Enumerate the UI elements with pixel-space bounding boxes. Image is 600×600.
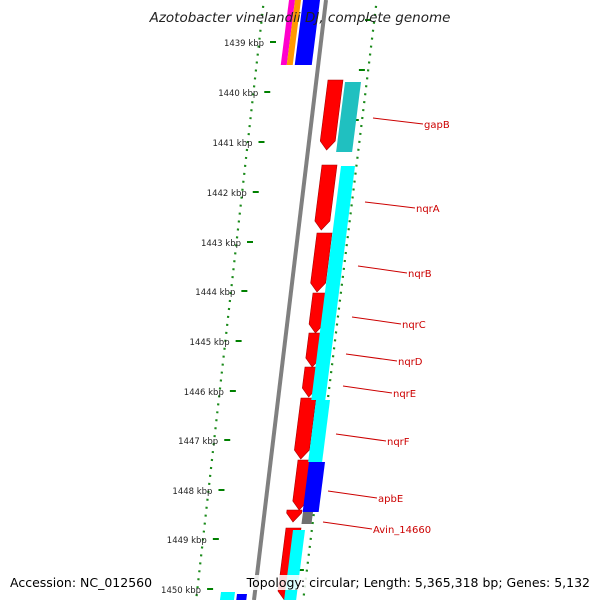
feature-block bbox=[294, 0, 320, 65]
feature-block bbox=[302, 462, 325, 512]
gene-label-leader bbox=[357, 265, 408, 274]
ruler-label: 1449 kbp bbox=[167, 536, 207, 546]
gene-label: Avin_14660 bbox=[373, 525, 431, 536]
map-title: Azotobacter vinelandii DJ, complete geno… bbox=[149, 10, 451, 26]
feature-block bbox=[308, 400, 330, 462]
gene-label-leader bbox=[345, 353, 398, 362]
gene-label: nqrB bbox=[408, 269, 432, 280]
ruler-label: 1447 kbp bbox=[178, 437, 218, 447]
feature-block bbox=[311, 166, 355, 400]
feature-block bbox=[301, 512, 313, 524]
ruler-label: 1443 kbp bbox=[201, 239, 241, 249]
feature-block bbox=[336, 82, 361, 152]
cds-arrow bbox=[319, 79, 344, 151]
gene-label: apbE bbox=[378, 494, 403, 505]
ruler-label: 1445 kbp bbox=[190, 338, 230, 348]
ruler-label: 1440 kbp bbox=[218, 89, 258, 99]
gene-label: nqrF bbox=[387, 437, 410, 448]
gene-label: nqrA bbox=[416, 204, 440, 215]
ruler-label: 1439 kbp bbox=[224, 39, 264, 49]
ruler-label: 1442 kbp bbox=[207, 189, 247, 199]
backbone-line bbox=[252, 0, 328, 600]
feature-block bbox=[236, 594, 247, 600]
feature-block bbox=[280, 0, 295, 65]
gene-label-leader bbox=[335, 433, 387, 442]
gene-label-leader bbox=[342, 385, 393, 394]
ruler-label: 1444 kbp bbox=[195, 288, 235, 298]
gene-label-leader bbox=[364, 201, 416, 209]
gene-label-leader bbox=[372, 117, 424, 125]
genome-summary-label: Topology: circular; Length: 5,365,318 bp… bbox=[244, 575, 592, 590]
feature-block bbox=[286, 0, 301, 65]
gene-label: gapB bbox=[424, 120, 450, 131]
cds-arrow bbox=[286, 509, 303, 523]
ruler-label: 1446 kbp bbox=[184, 388, 224, 398]
ruler-label: 1441 kbp bbox=[212, 139, 252, 149]
gene-label-leader bbox=[327, 490, 378, 499]
ruler-label: 1450 kbp bbox=[161, 586, 201, 596]
gene-label: nqrE bbox=[393, 389, 416, 400]
cds-arrow bbox=[310, 232, 333, 293]
accession-label: Accession: NC_012560 bbox=[8, 575, 155, 590]
feature-block bbox=[219, 592, 235, 600]
ruler-label: 1448 kbp bbox=[172, 487, 212, 497]
gene-label-leader bbox=[351, 316, 402, 325]
cds-arrow bbox=[314, 164, 338, 231]
gene-label: nqrC bbox=[402, 320, 426, 331]
gene-label: nqrD bbox=[398, 357, 423, 368]
gene-label-leader bbox=[322, 521, 373, 530]
